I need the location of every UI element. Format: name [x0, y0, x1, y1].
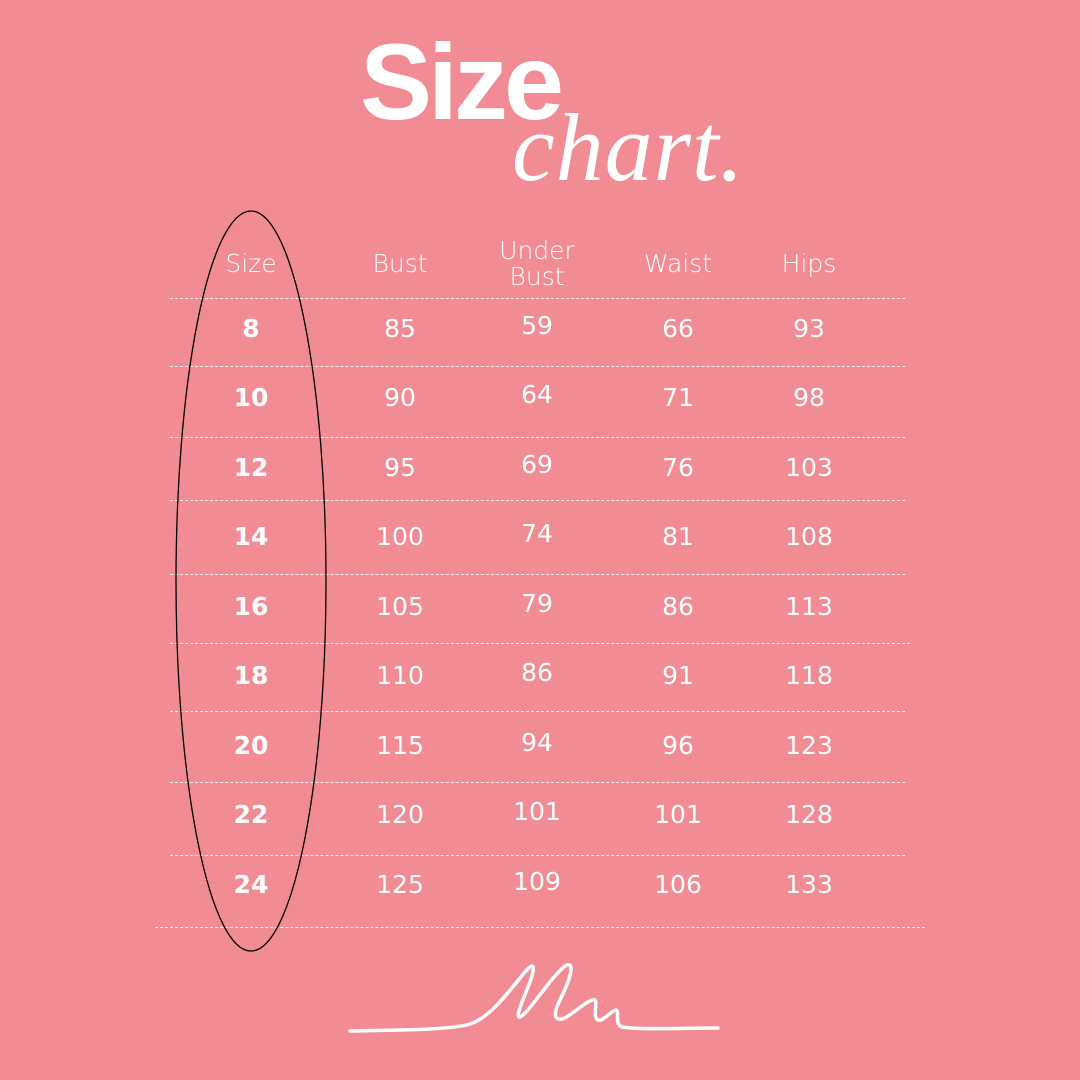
row-divider: [170, 437, 905, 438]
header-under-bust: Under Bust: [499, 236, 575, 291]
size-column-highlight-ellipse: [175, 210, 327, 952]
cell-waist: 101: [654, 800, 702, 829]
cell-size: 24: [233, 870, 269, 899]
signature-scribble-icon: [348, 963, 720, 1033]
row-divider: [155, 927, 925, 928]
cell-bust: 100: [376, 522, 424, 551]
row-divider: [170, 855, 905, 856]
title-chart: chart.: [512, 94, 745, 201]
cell-hips: 123: [785, 731, 833, 760]
cell-hips: 118: [785, 661, 833, 690]
cell-size: 14: [233, 522, 269, 551]
row-divider: [170, 574, 905, 575]
cell-bust: 85: [384, 314, 416, 343]
cell-size: 20: [233, 731, 269, 760]
header-size: Size: [225, 249, 277, 278]
cell-bust: 120: [376, 800, 424, 829]
cell-size: 12: [233, 453, 269, 482]
cell-waist: 81: [662, 522, 694, 551]
row-divider: [170, 782, 905, 783]
cell-bust: 110: [376, 661, 424, 690]
title-size: Size: [360, 21, 564, 142]
cell-size: 18: [233, 661, 269, 690]
cell-size: 22: [233, 800, 269, 829]
header-hips: Hips: [781, 249, 837, 278]
row-divider: [170, 643, 910, 644]
cell-waist: 71: [662, 383, 694, 412]
cell-waist: 96: [662, 731, 694, 760]
cell-bust: 115: [376, 731, 424, 760]
cell-under-bust: 109: [513, 867, 561, 896]
row-divider: [170, 711, 905, 712]
cell-under-bust: 79: [521, 589, 553, 618]
header-bust: Bust: [372, 249, 428, 278]
cell-waist: 66: [662, 314, 694, 343]
cell-bust: 125: [376, 870, 424, 899]
row-divider: [170, 366, 905, 367]
cell-hips: 113: [785, 592, 833, 621]
cell-under-bust: 64: [521, 380, 553, 409]
cell-under-bust: 94: [521, 728, 553, 757]
cell-under-bust: 74: [521, 519, 553, 548]
cell-under-bust: 86: [521, 658, 553, 687]
cell-hips: 103: [785, 453, 833, 482]
cell-bust: 105: [376, 592, 424, 621]
row-divider: [170, 500, 905, 501]
header-waist: Waist: [643, 249, 713, 278]
cell-under-bust: 59: [521, 311, 553, 340]
cell-waist: 106: [654, 870, 702, 899]
cell-waist: 86: [662, 592, 694, 621]
cell-under-bust: 69: [521, 450, 553, 479]
cell-hips: 98: [793, 383, 825, 412]
cell-size: 8: [242, 314, 260, 343]
cell-size: 16: [233, 592, 269, 621]
cell-size: 10: [233, 383, 269, 412]
cell-hips: 133: [785, 870, 833, 899]
cell-bust: 90: [384, 383, 416, 412]
cell-hips: 108: [785, 522, 833, 551]
cell-waist: 76: [662, 453, 694, 482]
row-divider: [170, 298, 905, 299]
cell-waist: 91: [662, 661, 694, 690]
cell-under-bust: 101: [513, 797, 561, 826]
cell-hips: 128: [785, 800, 833, 829]
cell-hips: 93: [793, 314, 825, 343]
cell-bust: 95: [384, 453, 416, 482]
